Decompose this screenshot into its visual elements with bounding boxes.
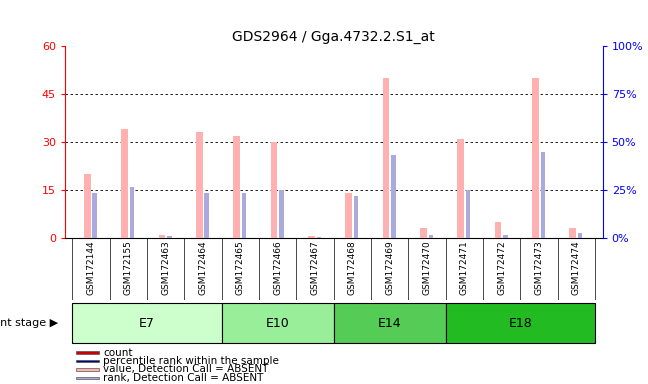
Bar bbox=[540, 152, 545, 238]
Bar bbox=[167, 235, 172, 238]
Bar bbox=[578, 233, 583, 238]
Text: development stage ▶: development stage ▶ bbox=[0, 318, 58, 328]
Bar bbox=[76, 359, 99, 362]
Bar bbox=[271, 142, 277, 238]
Text: GSM172466: GSM172466 bbox=[273, 240, 282, 295]
Bar bbox=[279, 190, 284, 238]
Bar bbox=[428, 235, 433, 238]
Bar bbox=[354, 197, 358, 238]
Title: GDS2964 / Gga.4732.2.S1_at: GDS2964 / Gga.4732.2.S1_at bbox=[233, 30, 435, 44]
Bar bbox=[316, 237, 321, 238]
Text: GSM172468: GSM172468 bbox=[348, 240, 357, 295]
Text: GSM172474: GSM172474 bbox=[572, 240, 581, 295]
Bar bbox=[466, 190, 470, 238]
Text: GSM172473: GSM172473 bbox=[535, 240, 544, 295]
Bar bbox=[420, 228, 427, 238]
Text: GSM172471: GSM172471 bbox=[460, 240, 469, 295]
Text: E14: E14 bbox=[378, 316, 402, 329]
Bar bbox=[532, 78, 538, 238]
Bar bbox=[121, 129, 128, 238]
Bar bbox=[457, 139, 464, 238]
Bar bbox=[93, 193, 97, 238]
Text: GSM172467: GSM172467 bbox=[310, 240, 319, 295]
Bar bbox=[76, 368, 99, 371]
Bar bbox=[205, 193, 209, 238]
Text: GSM172472: GSM172472 bbox=[497, 240, 506, 295]
Bar bbox=[73, 303, 222, 343]
Bar bbox=[76, 351, 99, 354]
Bar bbox=[494, 222, 502, 238]
Bar bbox=[334, 303, 446, 343]
Bar bbox=[222, 303, 334, 343]
Text: count: count bbox=[103, 348, 132, 358]
Bar bbox=[383, 78, 389, 238]
Text: E18: E18 bbox=[509, 316, 533, 329]
Bar bbox=[233, 136, 240, 238]
Bar bbox=[196, 132, 203, 238]
Bar bbox=[391, 155, 396, 238]
Text: GSM172463: GSM172463 bbox=[161, 240, 170, 295]
Bar bbox=[570, 228, 576, 238]
Bar bbox=[446, 303, 595, 343]
Bar bbox=[130, 187, 134, 238]
Bar bbox=[503, 235, 508, 238]
Text: GSM172465: GSM172465 bbox=[236, 240, 245, 295]
Text: GSM172155: GSM172155 bbox=[124, 240, 133, 295]
Text: percentile rank within the sample: percentile rank within the sample bbox=[103, 356, 279, 366]
Text: E10: E10 bbox=[266, 316, 290, 329]
Bar bbox=[345, 193, 352, 238]
Text: GSM172470: GSM172470 bbox=[422, 240, 432, 295]
Bar bbox=[308, 237, 315, 238]
Text: GSM172469: GSM172469 bbox=[386, 240, 394, 295]
Bar bbox=[159, 235, 165, 238]
Bar bbox=[242, 193, 246, 238]
Text: E7: E7 bbox=[139, 316, 155, 329]
Bar bbox=[76, 376, 99, 379]
Text: GSM172144: GSM172144 bbox=[86, 240, 95, 295]
Bar bbox=[84, 174, 91, 238]
Text: GSM172464: GSM172464 bbox=[198, 240, 207, 295]
Text: value, Detection Call = ABSENT: value, Detection Call = ABSENT bbox=[103, 364, 268, 374]
Text: rank, Detection Call = ABSENT: rank, Detection Call = ABSENT bbox=[103, 373, 263, 383]
